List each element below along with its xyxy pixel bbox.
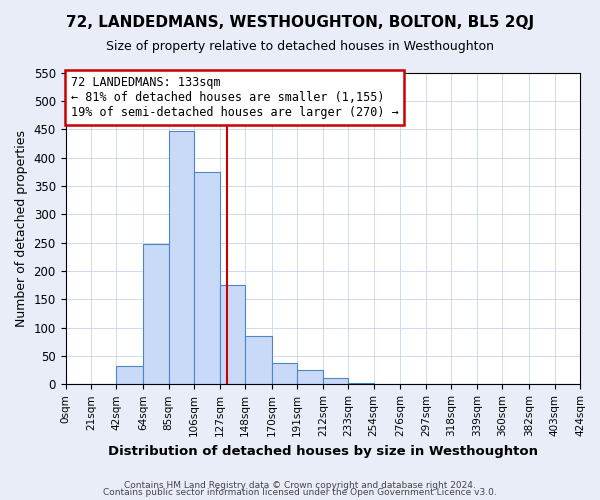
Y-axis label: Number of detached properties: Number of detached properties: [15, 130, 28, 327]
Bar: [323, 378, 348, 384]
Text: Contains HM Land Registry data © Crown copyright and database right 2024.: Contains HM Land Registry data © Crown c…: [124, 480, 476, 490]
Bar: [169, 131, 194, 384]
Bar: [143, 244, 169, 384]
Bar: [245, 336, 272, 384]
Text: Contains public sector information licensed under the Open Government Licence v3: Contains public sector information licen…: [103, 488, 497, 497]
Bar: [116, 366, 143, 384]
Bar: [194, 172, 220, 384]
Bar: [272, 364, 297, 384]
Bar: [348, 383, 374, 384]
Bar: [220, 285, 245, 384]
X-axis label: Distribution of detached houses by size in Westhoughton: Distribution of detached houses by size …: [108, 444, 538, 458]
Text: Size of property relative to detached houses in Westhoughton: Size of property relative to detached ho…: [106, 40, 494, 53]
Text: 72 LANDEDMANS: 133sqm
← 81% of detached houses are smaller (1,155)
19% of semi-d: 72 LANDEDMANS: 133sqm ← 81% of detached …: [71, 76, 398, 118]
Text: 72, LANDEDMANS, WESTHOUGHTON, BOLTON, BL5 2QJ: 72, LANDEDMANS, WESTHOUGHTON, BOLTON, BL…: [66, 15, 534, 30]
Bar: [297, 370, 323, 384]
